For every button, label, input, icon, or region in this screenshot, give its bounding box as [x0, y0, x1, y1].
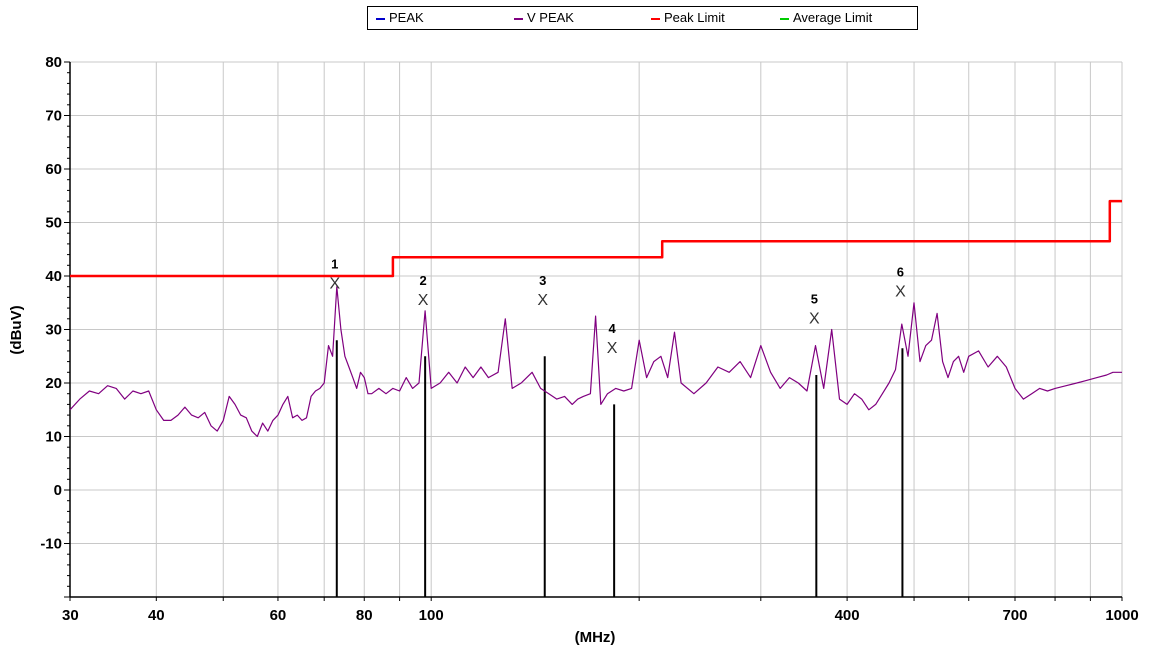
- marker-x-1: X: [329, 276, 340, 293]
- y-tick-label: 70: [45, 108, 62, 125]
- marker-x-4: X: [607, 340, 618, 357]
- x-tick-label: 700: [1002, 607, 1027, 624]
- marker-x-3: X: [537, 292, 548, 309]
- legend-label-peak-limit: Peak Limit: [664, 10, 725, 25]
- legend-label-average-limit: Average Limit: [793, 10, 873, 25]
- legend-swatch-average-limit: [780, 17, 789, 20]
- legend-swatch-peak-limit: [651, 17, 660, 20]
- y-tick-label: 0: [54, 482, 62, 499]
- x-tick-label: 80: [356, 607, 373, 624]
- legend-item-average-limit: Average Limit: [780, 10, 872, 25]
- x-tick-label: 40: [148, 607, 165, 624]
- chart-axes: [64, 61, 1123, 601]
- marker-x-6: X: [895, 284, 906, 301]
- y-tick-label: 80: [45, 54, 62, 71]
- y-tick-label: 10: [45, 429, 62, 446]
- series-peak-limit: [70, 199, 1122, 278]
- legend-item-peak-limit: Peak Limit: [651, 10, 725, 25]
- marker-lines: [335, 340, 904, 597]
- series-v-peak: [69, 286, 1122, 438]
- y-tick-label: 40: [45, 268, 62, 285]
- legend-label-peak: PEAK: [389, 10, 424, 25]
- marker-x-2: X: [418, 292, 429, 309]
- legend-item-peak: PEAK: [376, 10, 424, 25]
- x-tick-label: 400: [835, 607, 860, 624]
- y-tick-label: 20: [45, 375, 62, 392]
- x-tick-label: 60: [270, 607, 287, 624]
- marker-label-3: 3: [539, 273, 546, 288]
- legend-item-v-peak: V PEAK: [514, 10, 574, 25]
- y-tick-label: 30: [45, 322, 62, 339]
- marker-label-5: 5: [811, 291, 818, 306]
- x-tick-label: 100: [419, 607, 444, 624]
- chart-legend: PEAK V PEAK Peak Limit Average Limit: [367, 6, 918, 30]
- y-axis-title: (dBuV): [8, 305, 25, 354]
- y-tick-label: 60: [45, 161, 62, 178]
- y-tick-label: -10: [40, 536, 62, 553]
- x-tick-label: 1000: [1105, 607, 1138, 624]
- legend-swatch-v-peak: [514, 17, 523, 20]
- marker-label-4: 4: [609, 321, 617, 336]
- x-axis-title: (MHz): [575, 629, 616, 646]
- marker-label-6: 6: [897, 265, 904, 280]
- marker-label-2: 2: [420, 273, 427, 288]
- chart-tick-labels: -10 0 10 20 30 40 50 60 70 80 30 40 60 80 100 400 700 100…: [40, 54, 1138, 624]
- legend-swatch-peak: [376, 17, 385, 20]
- marker-label-1: 1: [331, 257, 338, 272]
- x-tick-label: 30: [62, 607, 79, 624]
- marker-x-5: X: [809, 310, 820, 327]
- y-tick-label: 50: [45, 215, 62, 232]
- chart-series: [69, 199, 1122, 438]
- chart-markers: 1 X 2 X 3 X 4 X 5 X 6 X: [329, 257, 906, 357]
- legend-label-v-peak: V PEAK: [527, 10, 574, 25]
